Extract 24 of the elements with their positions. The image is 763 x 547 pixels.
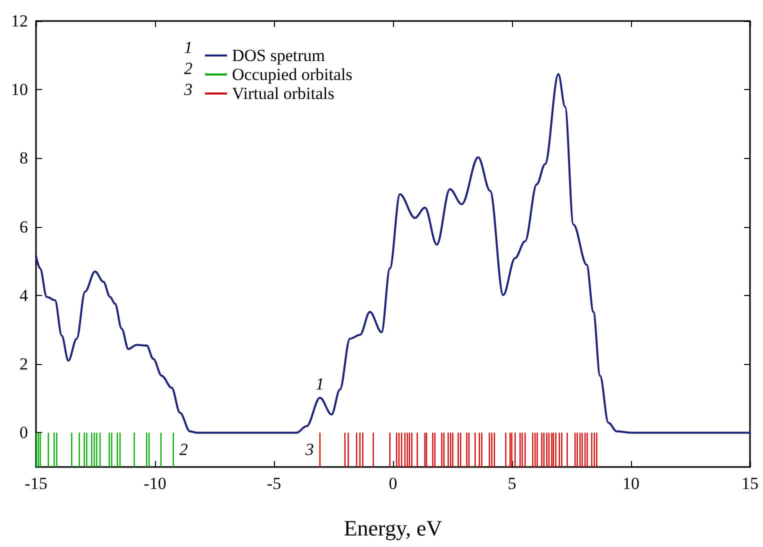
x-tick-label: -15 bbox=[24, 474, 48, 493]
y-tick-label: 8 bbox=[20, 148, 28, 168]
y-tick-label: 12 bbox=[11, 12, 28, 30]
annotation: 1 bbox=[316, 374, 324, 394]
annotation: 3 bbox=[183, 80, 192, 99]
text: 1 bbox=[184, 38, 192, 57]
x-tick-label: -10 bbox=[144, 474, 166, 493]
y-tick-label: 2 bbox=[20, 354, 28, 374]
x-axis-title: Energy, eV bbox=[344, 516, 442, 540]
x-tick-label: 10 bbox=[622, 474, 640, 493]
legend-label: DOS spetrum bbox=[232, 46, 326, 65]
x-tick-label: 5 bbox=[508, 474, 516, 493]
legend-label: Virtual orbitals bbox=[232, 84, 334, 103]
annotation: 2 bbox=[184, 59, 193, 78]
y-tick-label: 6 bbox=[20, 217, 28, 236]
x-tick-label: 15 bbox=[742, 474, 758, 493]
y-tick-label: 0 bbox=[20, 423, 28, 442]
x-tick-label: -5 bbox=[266, 474, 282, 493]
y-tick-label: 10 bbox=[11, 80, 28, 100]
y-tick-label: 4 bbox=[20, 286, 28, 305]
x-tick-label: 0 bbox=[388, 474, 398, 493]
legend-label: Occupied orbitals bbox=[232, 65, 352, 84]
text: 2 bbox=[179, 440, 188, 459]
text: 3 bbox=[305, 440, 314, 459]
